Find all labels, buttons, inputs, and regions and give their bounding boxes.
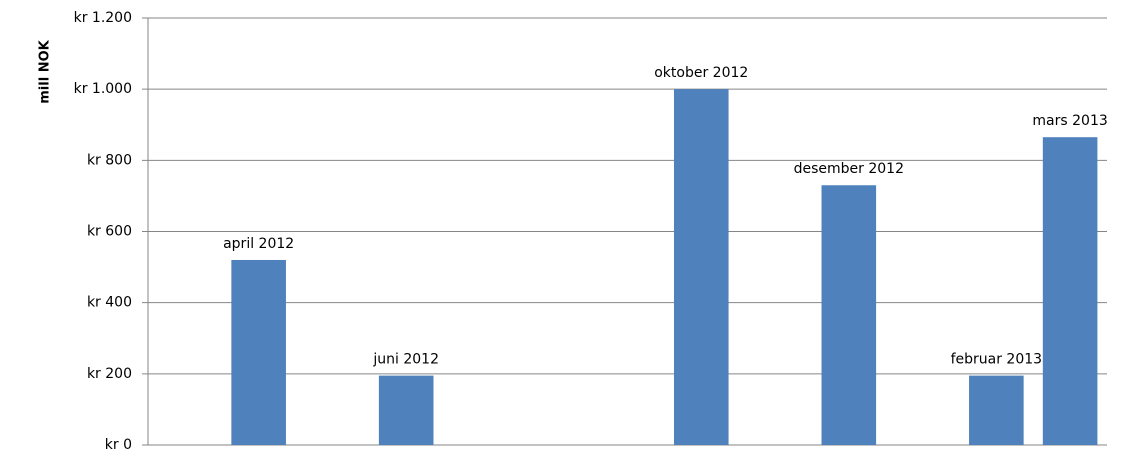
bar xyxy=(1042,137,1098,445)
data-label: desember 2012 xyxy=(794,161,904,177)
data-label: februar 2013 xyxy=(951,352,1042,368)
y-tick-label: kr 400 xyxy=(87,295,132,311)
y-tick-label: kr 0 xyxy=(105,437,132,452)
data-label: oktober 2012 xyxy=(654,65,748,81)
data-label: mars 2013 xyxy=(1032,113,1107,129)
y-tick-label: kr 800 xyxy=(87,152,132,168)
data-label: april 2012 xyxy=(223,236,294,252)
data-label: juni 2012 xyxy=(372,352,439,368)
bar xyxy=(821,185,877,445)
y-tick-label: kr 1.200 xyxy=(74,10,132,26)
y-tick-label: kr 600 xyxy=(87,224,132,240)
y-tick-label: kr 1.000 xyxy=(74,81,132,97)
bar xyxy=(969,375,1024,445)
bar xyxy=(673,89,729,446)
bar xyxy=(378,375,434,445)
y-tick-label: kr 200 xyxy=(87,366,132,382)
y-axis-title: mill NOK xyxy=(38,39,53,103)
bar xyxy=(231,259,286,445)
